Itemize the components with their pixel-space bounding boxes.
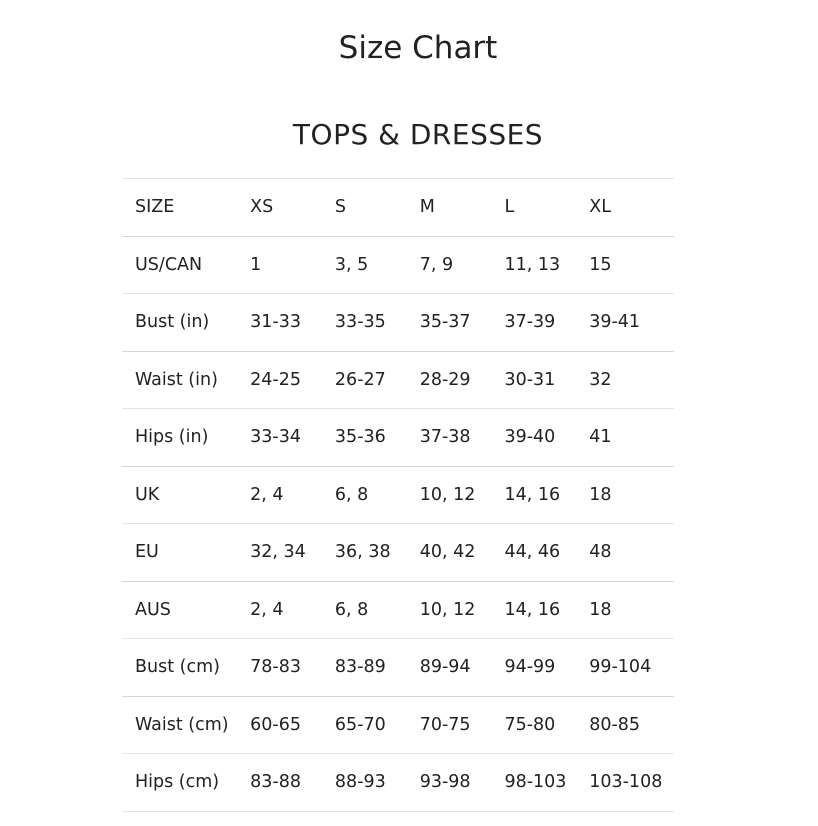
table-cell: 1 [250,254,262,275]
table-cell: 36, 38 [334,542,391,563]
table-cell: 37-38 [419,427,471,448]
table-cell: M [419,197,435,218]
table-cell: 2, 4 [250,599,284,620]
table-cell: 2, 4 [250,484,284,505]
table-cell: S [334,197,347,218]
table-row: US/CAN 1 3, 5 7, 9 11, 13 15 [122,236,674,294]
table-cell: 14, 16 [504,484,561,505]
table-cell: 37-39 [504,312,556,333]
table-header-row: SIZE XS S M L XL [122,178,674,237]
table-cell: 70-75 [419,714,471,735]
table-row: Waist (cm) 60-65 65-70 70-75 75-80 80-85 [122,696,674,754]
table-cell: 75-80 [504,714,556,735]
table-cell: 14, 16 [504,599,561,620]
row-label: Hips (in) [135,427,209,448]
table-cell: 18 [589,599,612,620]
table-row: Waist (in) 24-25 26-27 28-29 30-31 32 [122,351,674,409]
table-cell: 31-33 [250,312,302,333]
table-cell: 26-27 [334,369,386,390]
table-cell: 94-99 [504,657,556,678]
table-cell: 6, 8 [334,599,369,620]
table-cell: XL [589,197,611,218]
table-cell: 83-89 [334,657,386,678]
table-cell: 32, 34 [250,542,306,563]
table-cell: 48 [589,542,612,563]
table-cell: 7, 9 [419,254,454,275]
row-label: Waist (cm) [135,714,229,735]
row-label: AUS [135,599,171,620]
table-cell: 39-41 [589,312,641,333]
table-cell: 33-34 [250,427,302,448]
table-cell: 89-94 [419,657,471,678]
table-cell: 65-70 [334,714,386,735]
table-cell: 15 [589,254,612,275]
table-cell: 33-35 [334,312,386,333]
row-label: Waist (in) [135,369,218,390]
table-row: Bust (cm) 78-83 83-89 89-94 94-99 99-104 [122,638,674,697]
table-cell: 32 [589,369,612,390]
table-cell: 99-104 [589,657,652,678]
table-row: Hips (in) 33-34 35-36 37-38 39-40 41 [122,408,674,467]
table-row: UK 2, 4 6, 8 10, 12 14, 16 18 [122,466,674,524]
table-row: Hips (cm) 83-88 88-93 93-98 98-103 103-108 [122,753,674,811]
table-cell: 24-25 [250,369,302,390]
table-cell: 10, 12 [419,599,476,620]
table-cell: 18 [589,484,612,505]
row-label: Bust (in) [135,312,210,333]
table-cell: L [504,197,515,218]
table-cell: 35-36 [334,427,386,448]
table-cell: 10, 12 [419,484,476,505]
table-cell: XS [250,197,274,218]
table-row: Bust (in) 31-33 33-35 35-37 37-39 39-41 [122,293,674,352]
table-cell: 30-31 [504,369,556,390]
page-title: Size Chart [338,30,498,66]
table-cell: 78-83 [250,657,302,678]
table-cell: 103-108 [589,772,663,793]
size-chart-table: SIZE XS S M L XL US/CAN 1 3, 5 7, 9 11, 13 15 Bust (… [122,178,674,812]
table-cell: 28-29 [419,369,471,390]
table-cell: 88-93 [334,772,386,793]
row-label: US/CAN [135,254,203,275]
row-label: EU [135,542,159,563]
table-row: EU 32, 34 36, 38 40, 42 44, 46 48 [122,523,674,582]
row-label: Bust (cm) [135,657,220,678]
table-cell: 98-103 [504,772,567,793]
table-cell: 80-85 [589,714,641,735]
table-cell: 3, 5 [334,254,369,275]
row-label: Hips (cm) [135,772,220,793]
table-cell: 93-98 [419,772,471,793]
table-cell: 83-88 [250,772,302,793]
table-row: AUS 2, 4 6, 8 10, 12 14, 16 18 [122,581,674,639]
section-title: TOPS & DRESSES [292,118,544,151]
table-cell: 60-65 [250,714,302,735]
table-cell: 11, 13 [504,254,561,275]
table-cell: 39-40 [504,427,556,448]
table-cell: 41 [589,427,612,448]
table-cell: 35-37 [419,312,471,333]
row-label: SIZE [135,197,175,218]
row-label: UK [135,484,160,505]
table-cell: 44, 46 [504,542,561,563]
table-cell: 6, 8 [334,484,369,505]
table-cell: 40, 42 [419,542,476,563]
